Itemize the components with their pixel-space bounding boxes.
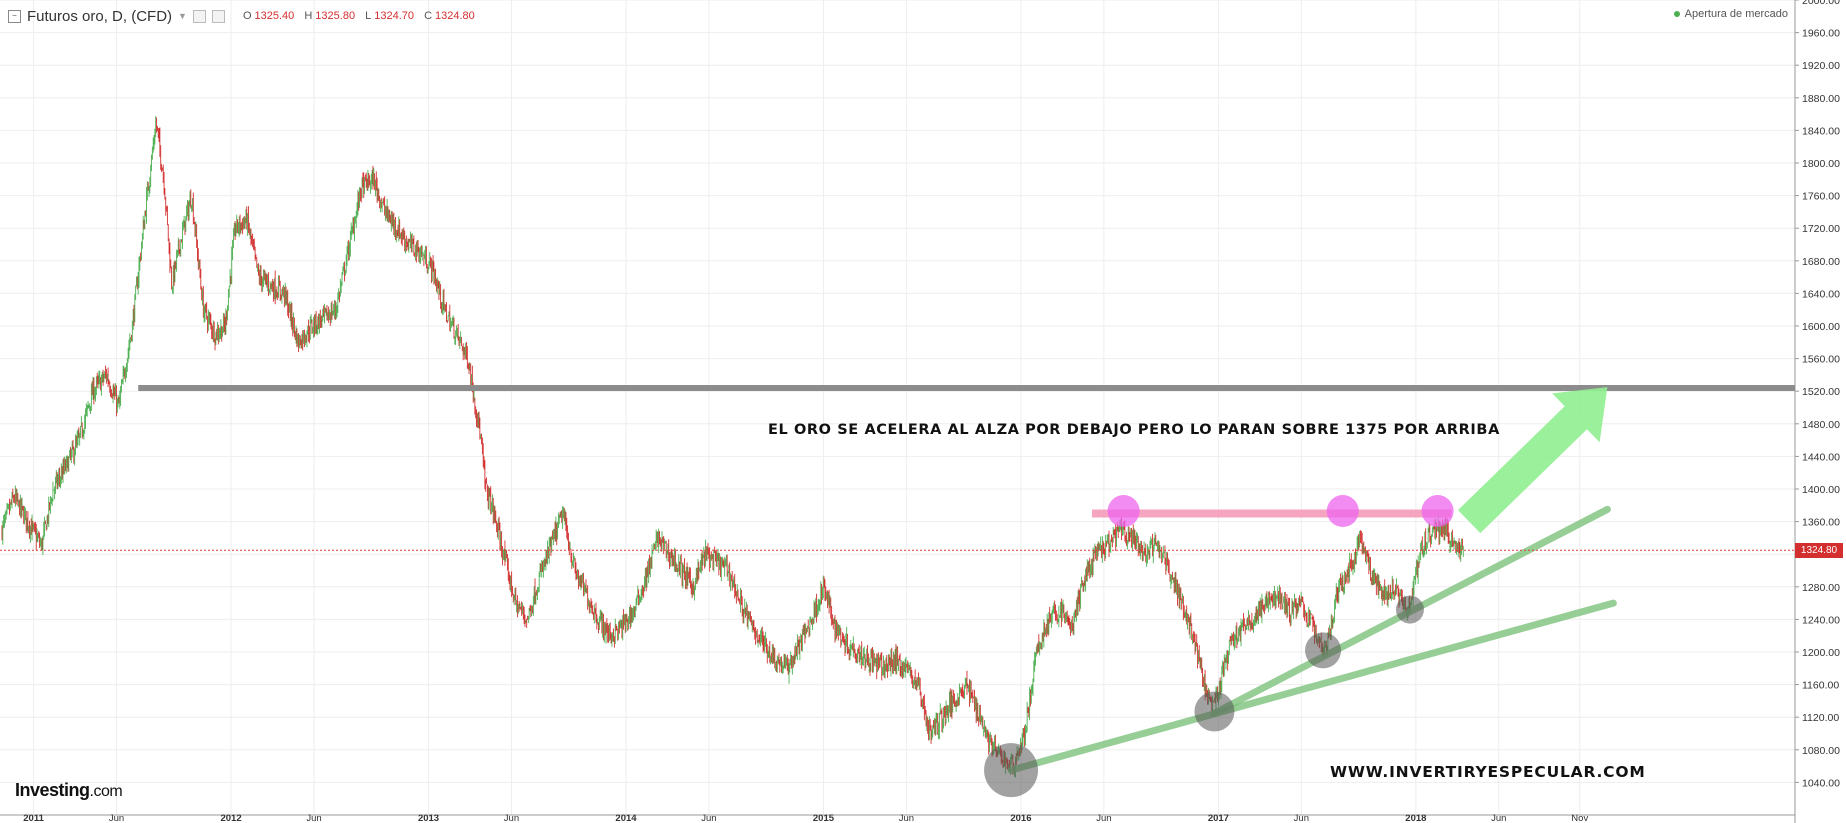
- y-tick-label: 1840.00: [1802, 125, 1840, 137]
- low-label: L: [365, 10, 372, 22]
- market-status-label: Apertura de mercado: [1684, 8, 1788, 20]
- x-tick-label: 2014: [615, 813, 637, 823]
- x-tick-label: Jun: [1294, 813, 1309, 823]
- y-tick-label: 1040.00: [1802, 777, 1840, 789]
- y-tick-label: 1520.00: [1802, 386, 1840, 398]
- close-label: C: [424, 10, 433, 22]
- drawing-overlays: [138, 384, 1795, 798]
- x-tick-label: Jun: [701, 813, 716, 823]
- x-tick-label: 2012: [220, 813, 241, 823]
- high-label: H: [304, 10, 313, 22]
- x-tick-label: 2015: [813, 813, 835, 823]
- swing-high-marker: [1421, 495, 1454, 528]
- y-tick-label: 1200.00: [1802, 647, 1840, 659]
- high-value: 1325.80: [315, 10, 356, 22]
- open-label: O: [242, 10, 252, 22]
- open-value: 1325.40: [254, 10, 295, 22]
- x-tick-label: 2016: [1010, 813, 1031, 823]
- y-tick-label: 1240.00: [1802, 614, 1840, 626]
- x-tick-label: Jun: [1096, 813, 1111, 823]
- swing-low-marker: [1395, 595, 1424, 624]
- annotation-website: WWW.INVERTIRYESPECULAR.COM: [1330, 763, 1646, 781]
- y-tick-label: 1640.00: [1802, 288, 1840, 300]
- y-tick-label: 1080.00: [1802, 745, 1840, 757]
- y-tick-label: 1440.00: [1802, 451, 1840, 463]
- x-tick-label: 2017: [1208, 813, 1229, 823]
- x-tick-label: Jun: [1491, 813, 1506, 823]
- instrument-title[interactable]: Futuros oro, D, (CFD): [27, 7, 173, 25]
- x-tick-label: Jun: [109, 813, 124, 823]
- logo-suffix: .com: [89, 783, 123, 800]
- settings-icon[interactable]: [192, 9, 206, 23]
- investing-logo: Investing.com: [15, 780, 123, 801]
- y-tick-label: 1720.00: [1802, 223, 1840, 235]
- x-tick-label: Jun: [504, 813, 519, 823]
- logo-brand: Investing: [15, 780, 90, 800]
- y-tick-label: 1760.00: [1802, 191, 1840, 203]
- breakout-arrow: [1458, 387, 1608, 534]
- market-status: Apertura de mercado: [1673, 8, 1788, 20]
- current-price-badge: 1324.80: [1795, 542, 1843, 558]
- status-dot-icon: [1673, 11, 1680, 17]
- swing-low-marker: [1194, 691, 1235, 732]
- y-tick-label: 2000.00: [1802, 0, 1840, 7]
- y-tick-label: 1360.00: [1802, 517, 1840, 529]
- time-axis[interactable]: 2011 Jun 2012 Jun 2013 Jun 2014 Jun 2015 Jun 2016 J…: [23, 813, 1588, 823]
- y-tick-label: 1880.00: [1802, 93, 1840, 105]
- collapse-icon[interactable]: –: [8, 9, 21, 23]
- y-tick-label: 1680.00: [1802, 256, 1840, 268]
- x-tick-label: Jun: [899, 813, 914, 823]
- swing-low-marker: [1305, 632, 1342, 669]
- low-value: 1324.70: [374, 10, 415, 22]
- y-tick-label: 1600.00: [1802, 321, 1840, 333]
- ohlc-values: O 1325.40 H 1325.80 L 1324.70 C 1324.80: [243, 10, 482, 22]
- candlestick-series: [1, 116, 1464, 778]
- x-tick-label: Jun: [306, 813, 321, 823]
- y-tick-label: 1560.00: [1802, 354, 1840, 366]
- annotation-main: EL ORO SE ACELERA AL ALZA POR DEBAJO PER…: [768, 422, 1500, 438]
- x-tick-label: 2011: [23, 813, 44, 823]
- y-tick-label: 1160.00: [1802, 680, 1839, 692]
- x-tick-label: 2018: [1405, 813, 1426, 823]
- y-tick-label: 1280.00: [1802, 582, 1840, 594]
- chevron-down-icon[interactable]: ▼: [178, 11, 187, 21]
- swing-low-marker: [984, 743, 1039, 798]
- chart-grid: [0, 0, 1795, 815]
- close-value: 1324.80: [435, 10, 475, 22]
- x-tick-label: 2013: [418, 813, 439, 823]
- y-tick-label: 1920.00: [1802, 60, 1840, 72]
- y-tick-label: 1120.00: [1802, 712, 1839, 724]
- trend-line: [1007, 599, 1617, 774]
- swing-high-marker: [1326, 495, 1359, 528]
- y-tick-label: 1480.00: [1802, 419, 1840, 431]
- x-tick-label: Nov: [1571, 813, 1588, 823]
- hide-icon[interactable]: [211, 9, 225, 23]
- price-axis[interactable]: 1040.00 1080.00 1120.00 1160.00 1200.00 1240.…: [1795, 0, 1840, 789]
- swing-high-marker: [1107, 495, 1140, 528]
- y-tick-label: 1400.00: [1802, 484, 1840, 496]
- y-tick-label: 1960.00: [1802, 28, 1840, 40]
- y-tick-label: 1800.00: [1802, 158, 1840, 170]
- chart-header: – Futuros oro, D, (CFD) ▼ O 1325.40 H 1325…: [8, 6, 482, 26]
